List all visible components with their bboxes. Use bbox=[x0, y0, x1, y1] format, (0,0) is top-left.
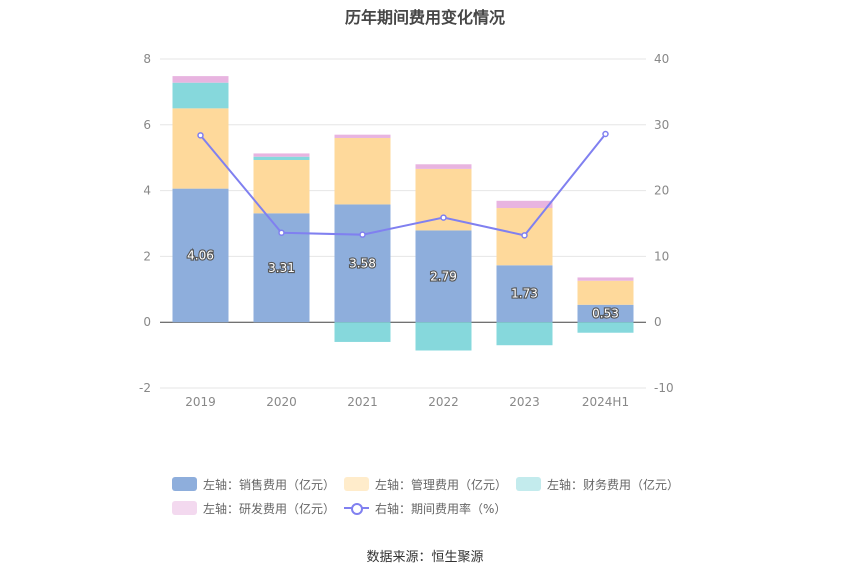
legend-item-admin[interactable]: 左轴：管理费用（亿元） bbox=[344, 476, 516, 493]
left-tick-label: 0 bbox=[143, 315, 151, 329]
expense-ratio-point bbox=[197, 132, 204, 139]
legend-item-finance[interactable]: 左轴：财务费用（亿元） bbox=[516, 476, 688, 493]
bar-segment bbox=[253, 153, 310, 157]
bar-segment bbox=[172, 82, 229, 109]
bar-segment bbox=[415, 322, 472, 351]
left-tick-label: 2 bbox=[143, 249, 151, 263]
legend-item-sales[interactable]: 左轴：销售费用（亿元） bbox=[172, 476, 344, 493]
expense-ratio-point bbox=[359, 231, 366, 238]
right-tick-label: 40 bbox=[654, 52, 669, 66]
legend-item-rd[interactable]: 左轴：研发费用（亿元） bbox=[172, 500, 344, 517]
legend-swatch-sales bbox=[172, 477, 197, 491]
bar-segment bbox=[496, 200, 553, 209]
legend: 左轴：销售费用（亿元） 左轴：管理费用（亿元） 左轴：财务费用（亿元） 左轴：研… bbox=[172, 472, 692, 520]
left-tick-label: 4 bbox=[143, 184, 151, 198]
legend-swatch-rd bbox=[172, 501, 197, 515]
legend-swatch-admin bbox=[344, 477, 369, 491]
legend-item-expense-ratio[interactable]: 右轴：期间费用率（%） bbox=[344, 500, 516, 517]
source-note: 数据来源：恒生聚源 bbox=[366, 550, 484, 565]
bar-segment bbox=[172, 76, 229, 83]
x-tick-label: 2020 bbox=[266, 395, 297, 409]
x-tick-label: 2023 bbox=[509, 395, 540, 409]
x-tick-label: 2019 bbox=[185, 395, 216, 409]
bar-segment bbox=[334, 322, 391, 342]
bar-segment bbox=[334, 134, 391, 138]
right-tick-label: 10 bbox=[654, 249, 669, 263]
bar-segment bbox=[172, 188, 229, 323]
expense-ratio-point bbox=[602, 130, 609, 138]
bar-segment bbox=[253, 160, 310, 214]
bar-segment bbox=[415, 230, 472, 323]
bar-segment bbox=[577, 304, 634, 323]
legend-line-icon bbox=[344, 501, 369, 515]
bar-segment bbox=[577, 277, 634, 281]
left-tick-label: -2 bbox=[139, 381, 151, 395]
right-tick-label: -10 bbox=[654, 381, 674, 395]
data-label: 0.53 bbox=[592, 306, 619, 320]
expense-ratio-point bbox=[521, 232, 528, 239]
left-tick-label: 6 bbox=[143, 118, 151, 132]
data-label: 3.58 bbox=[349, 256, 376, 270]
right-tick-label: 0 bbox=[654, 315, 662, 329]
data-label: 3.31 bbox=[268, 261, 295, 275]
data-label: 2.79 bbox=[430, 269, 457, 283]
x-tick-label: 2021 bbox=[347, 395, 378, 409]
x-tick-label: 2022 bbox=[428, 395, 459, 409]
right-tick-label: 30 bbox=[654, 118, 669, 132]
bar-segment bbox=[577, 280, 634, 305]
legend-label-finance: 左轴：财务费用（亿元） bbox=[547, 477, 680, 492]
legend-label-sales: 左轴：销售费用（亿元） bbox=[203, 477, 336, 492]
legend-label-rd: 左轴：研发费用（亿元） bbox=[203, 501, 336, 516]
bar-segment bbox=[577, 322, 634, 333]
right-tick-label: 20 bbox=[654, 184, 669, 198]
chart-title: 历年期间费用变化情况 bbox=[344, 8, 505, 27]
bar-segment bbox=[334, 204, 391, 323]
legend-label-admin: 左轴：管理费用（亿元） bbox=[375, 477, 508, 492]
bar-segment bbox=[172, 108, 229, 189]
expense-ratio-line bbox=[199, 133, 607, 237]
legend-label-expense-ratio: 右轴：期间费用率（%） bbox=[375, 501, 507, 516]
data-label: 1.73 bbox=[511, 287, 538, 301]
expense-ratio-point bbox=[278, 229, 285, 236]
bar-segment bbox=[253, 156, 310, 161]
x-tick-label: 2024H1 bbox=[582, 395, 629, 409]
expense-ratio-point bbox=[440, 214, 447, 221]
legend-swatch-finance bbox=[516, 477, 541, 491]
chart-plot: -2 -10 0 0 2 10 4 20 6 30 8 40 2019 2020 2021 2022 2023 2… bbox=[139, 52, 674, 409]
bar-segment bbox=[334, 137, 391, 205]
data-label: 4.06 bbox=[187, 248, 214, 262]
bar-segment bbox=[496, 322, 553, 346]
left-tick-label: 8 bbox=[143, 52, 151, 66]
bar-segment bbox=[496, 265, 553, 323]
bar-segment bbox=[415, 164, 472, 169]
